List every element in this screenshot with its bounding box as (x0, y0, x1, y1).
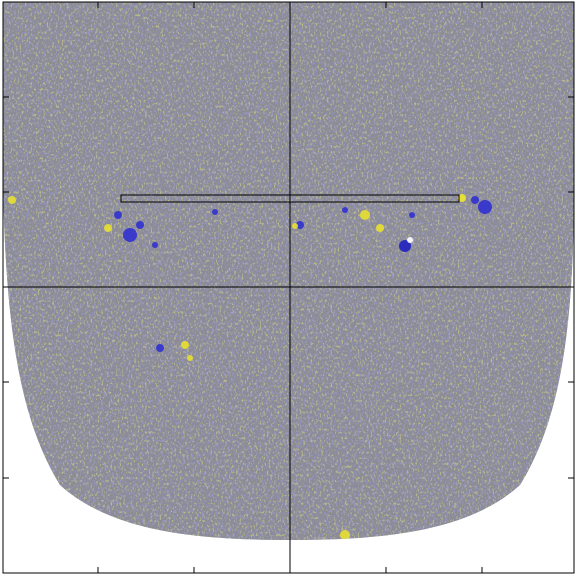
active-region (123, 228, 137, 242)
active-region (407, 237, 413, 243)
active-region (471, 196, 479, 204)
active-region (8, 196, 16, 204)
active-region (342, 207, 348, 213)
active-region (340, 530, 350, 540)
active-region (376, 224, 384, 232)
active-region (156, 344, 164, 352)
active-region (360, 210, 370, 220)
active-region (114, 211, 122, 219)
active-region (296, 221, 304, 229)
active-region (399, 240, 411, 252)
active-region (212, 209, 218, 215)
active-region (458, 194, 466, 202)
ticks (3, 2, 574, 573)
active-region (181, 341, 189, 349)
active-region (104, 224, 112, 232)
active-region (292, 223, 298, 229)
active-region (187, 355, 193, 361)
active-region (152, 242, 158, 248)
active-region (136, 221, 144, 229)
selection-box (120, 194, 460, 203)
active-region (409, 212, 415, 218)
active-region (478, 200, 492, 214)
